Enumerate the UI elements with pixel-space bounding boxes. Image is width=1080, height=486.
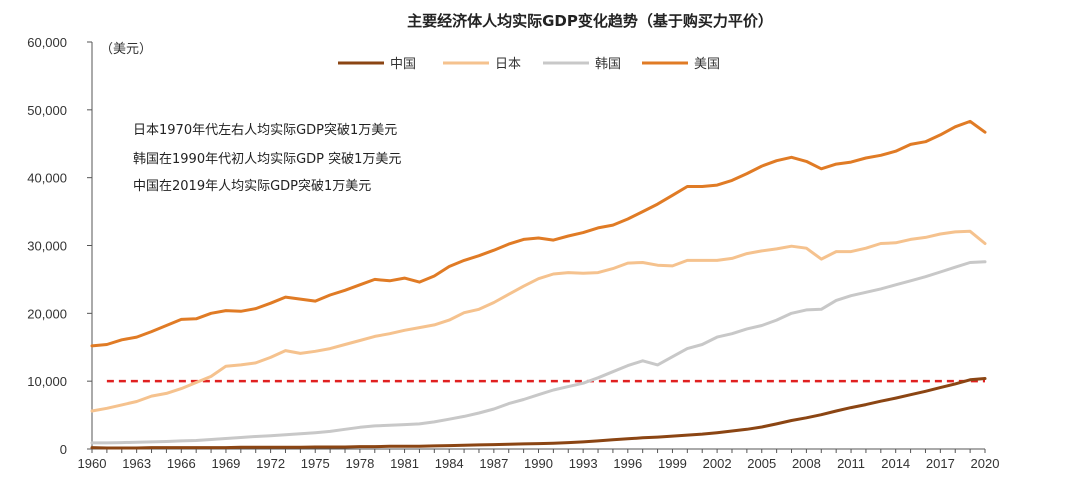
annotation-text: 日本1970年代左右人均实际GDP突破1万美元 (133, 122, 397, 138)
x-tick-label: 2017 (926, 456, 955, 471)
x-tick-label: 2014 (881, 456, 910, 471)
series-line-韩国 (90, 260, 987, 445)
legend-label-中国: 中国 (390, 57, 416, 72)
y-tick-label: 0 (60, 442, 67, 457)
annotations: 日本1970年代左右人均实际GDP突破1万美元韩国在1990年代初人均实际GDP… (133, 122, 401, 194)
x-tick-label: 1996 (613, 456, 642, 471)
x-tick-label: 1993 (569, 456, 598, 471)
x-tick-label: 2005 (747, 456, 776, 471)
x-tick-label: 1987 (479, 456, 508, 471)
y-tick-label: 60,000 (27, 35, 67, 50)
series-line-日本 (90, 229, 987, 413)
x-tick-label: 2020 (971, 456, 1000, 471)
series-line-美国 (90, 119, 987, 348)
legend-label-日本: 日本 (495, 57, 521, 72)
y-tick-label: 30,000 (27, 239, 67, 254)
legend-label-美国: 美国 (694, 57, 720, 72)
annotation-text: 中国在2019年人均实际GDP突破1万美元 (133, 178, 371, 194)
x-tick-label: 1963 (122, 456, 151, 471)
x-tick-label: 1984 (435, 456, 464, 471)
legend: 中国 日本 韩国 美国 (338, 57, 720, 72)
x-tick-label: 1999 (658, 456, 687, 471)
x-tick-label: 1972 (256, 456, 285, 471)
x-tick-label: 1981 (390, 456, 419, 471)
y-tick-label: 20,000 (27, 306, 67, 321)
x-axis: 1960 1963 1966 1969 1972 1975 1978 1981 1984 1987… (78, 448, 1000, 471)
x-tick-label: 2002 (703, 456, 732, 471)
y-tick-label: 50,000 (27, 103, 67, 118)
x-tick-label: 1969 (211, 456, 240, 471)
x-tick-label: 1978 (345, 456, 374, 471)
y-axis: 0 10,000 20,000 30,000 40,000 50,000 60,000 (27, 35, 93, 457)
series-line-中国 (90, 377, 987, 450)
x-tick-label: 2008 (792, 456, 821, 471)
series-group (90, 119, 987, 450)
chart-title: 主要经济体人均实际GDP变化趋势（基于购买力平价） (407, 12, 773, 30)
y-axis-unit-label: （美元） (100, 42, 152, 57)
legend-label-韩国: 韩国 (595, 57, 621, 72)
x-tick-label: 1990 (524, 456, 553, 471)
x-tick-label: 1966 (167, 456, 196, 471)
x-tick-label: 1975 (301, 456, 330, 471)
x-tick-label: 1960 (78, 456, 107, 471)
y-tick-label: 10,000 (27, 374, 67, 389)
x-tick-label: 2011 (837, 456, 865, 471)
annotation-text: 韩国在1990年代初人均实际GDP 突破1万美元 (133, 151, 401, 167)
y-tick-label: 40,000 (27, 171, 67, 186)
